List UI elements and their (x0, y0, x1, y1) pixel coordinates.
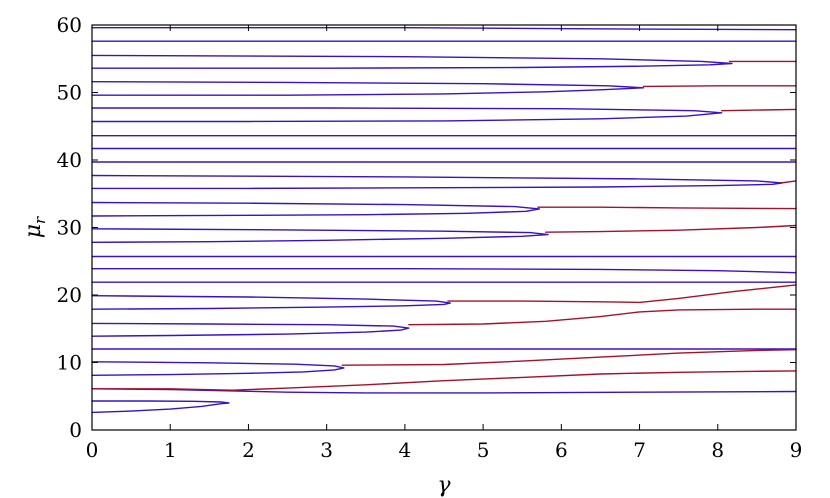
y-tick-label-2: 20 (57, 283, 82, 307)
x-tick-label-0: 0 (86, 438, 99, 462)
curve-blue-6 (91, 174, 783, 190)
curve-red-22 (408, 308, 797, 326)
curves-layer (91, 27, 797, 414)
curve-blue-5 (91, 201, 541, 217)
curve-blue-2 (91, 322, 410, 337)
x-tick-label-6: 6 (555, 438, 568, 462)
x-tick-label-4: 4 (399, 438, 412, 462)
y-axis-label-subscript: r (31, 216, 49, 224)
x-tick-label-1: 1 (164, 438, 177, 462)
x-tick-label-5: 5 (477, 438, 490, 462)
curve-red-24 (545, 224, 797, 233)
tick-labels-layer: 0 1 2 3 4 5 6 7 8 9 0 10 20 30 40 50 60 (57, 13, 803, 462)
curve-blue-0 (91, 400, 230, 414)
ticks-layer (91, 24, 797, 431)
curve-blue-3 (91, 295, 451, 310)
curve-blue-19 (91, 27, 797, 31)
curve-blue-9 (91, 54, 733, 69)
y-axis-label: μr (21, 216, 49, 238)
curve-red-20 (91, 370, 797, 391)
curve-red-21 (341, 349, 797, 366)
y-tick-label-6: 60 (57, 13, 82, 37)
curve-red-27 (721, 108, 797, 112)
curve-blue-1 (91, 361, 345, 376)
curve-blue-4 (91, 228, 549, 244)
curve-red-23 (447, 284, 797, 304)
curve-blue-13 (91, 268, 797, 274)
curve-red-28 (642, 85, 797, 88)
curve-red-25 (537, 206, 797, 210)
curve-red-26 (779, 180, 797, 184)
y-axis-label-main: μ (21, 224, 46, 238)
x-tick-label-3: 3 (320, 438, 333, 462)
x-tick-label-2: 2 (242, 438, 255, 462)
x-tick-label-8: 8 (711, 438, 724, 462)
y-tick-label-0: 0 (69, 418, 82, 442)
y-tick-label-5: 50 (57, 81, 82, 105)
x-tick-label-9: 9 (790, 438, 803, 462)
y-tick-label-4: 40 (57, 148, 82, 172)
y-tick-label-1: 10 (57, 351, 82, 375)
curve-blue-8 (91, 80, 645, 96)
curve-blue-7 (91, 107, 723, 123)
y-tick-label-3: 30 (57, 216, 82, 240)
x-axis-label: γ (437, 473, 451, 498)
x-tick-label-7: 7 (633, 438, 646, 462)
